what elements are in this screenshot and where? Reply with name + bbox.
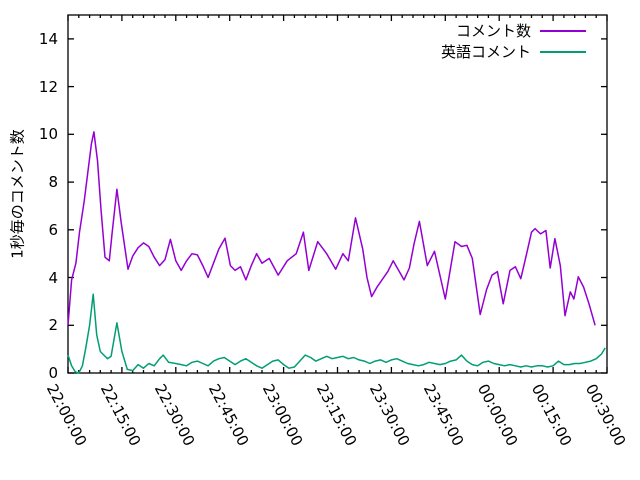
plot-border bbox=[67, 14, 608, 374]
legend: コメント数 英語コメント bbox=[390, 20, 586, 62]
y-tick-label: 2 bbox=[48, 316, 58, 335]
series-line-english-comments bbox=[67, 293, 606, 374]
legend-label-comment-count: コメント数 bbox=[455, 22, 531, 40]
legend-label-english-comments: 英語コメント bbox=[440, 43, 531, 61]
series-line-comment-count bbox=[67, 131, 596, 326]
legend-item-comment-count: コメント数 bbox=[390, 20, 586, 41]
legend-line-sample-comment-count bbox=[540, 29, 586, 32]
y-tick-label: 14 bbox=[38, 29, 58, 48]
y-tick-label: 6 bbox=[48, 220, 58, 239]
legend-line-sample-english-comments bbox=[540, 50, 586, 53]
y-tick-label: 10 bbox=[38, 125, 58, 144]
y-tick-label: 12 bbox=[38, 77, 58, 96]
y-tick-label: 8 bbox=[48, 173, 58, 192]
y-tick-label: 0 bbox=[48, 364, 58, 382]
y-tick-label: 4 bbox=[48, 268, 58, 287]
legend-item-english-comments: 英語コメント bbox=[390, 41, 586, 62]
